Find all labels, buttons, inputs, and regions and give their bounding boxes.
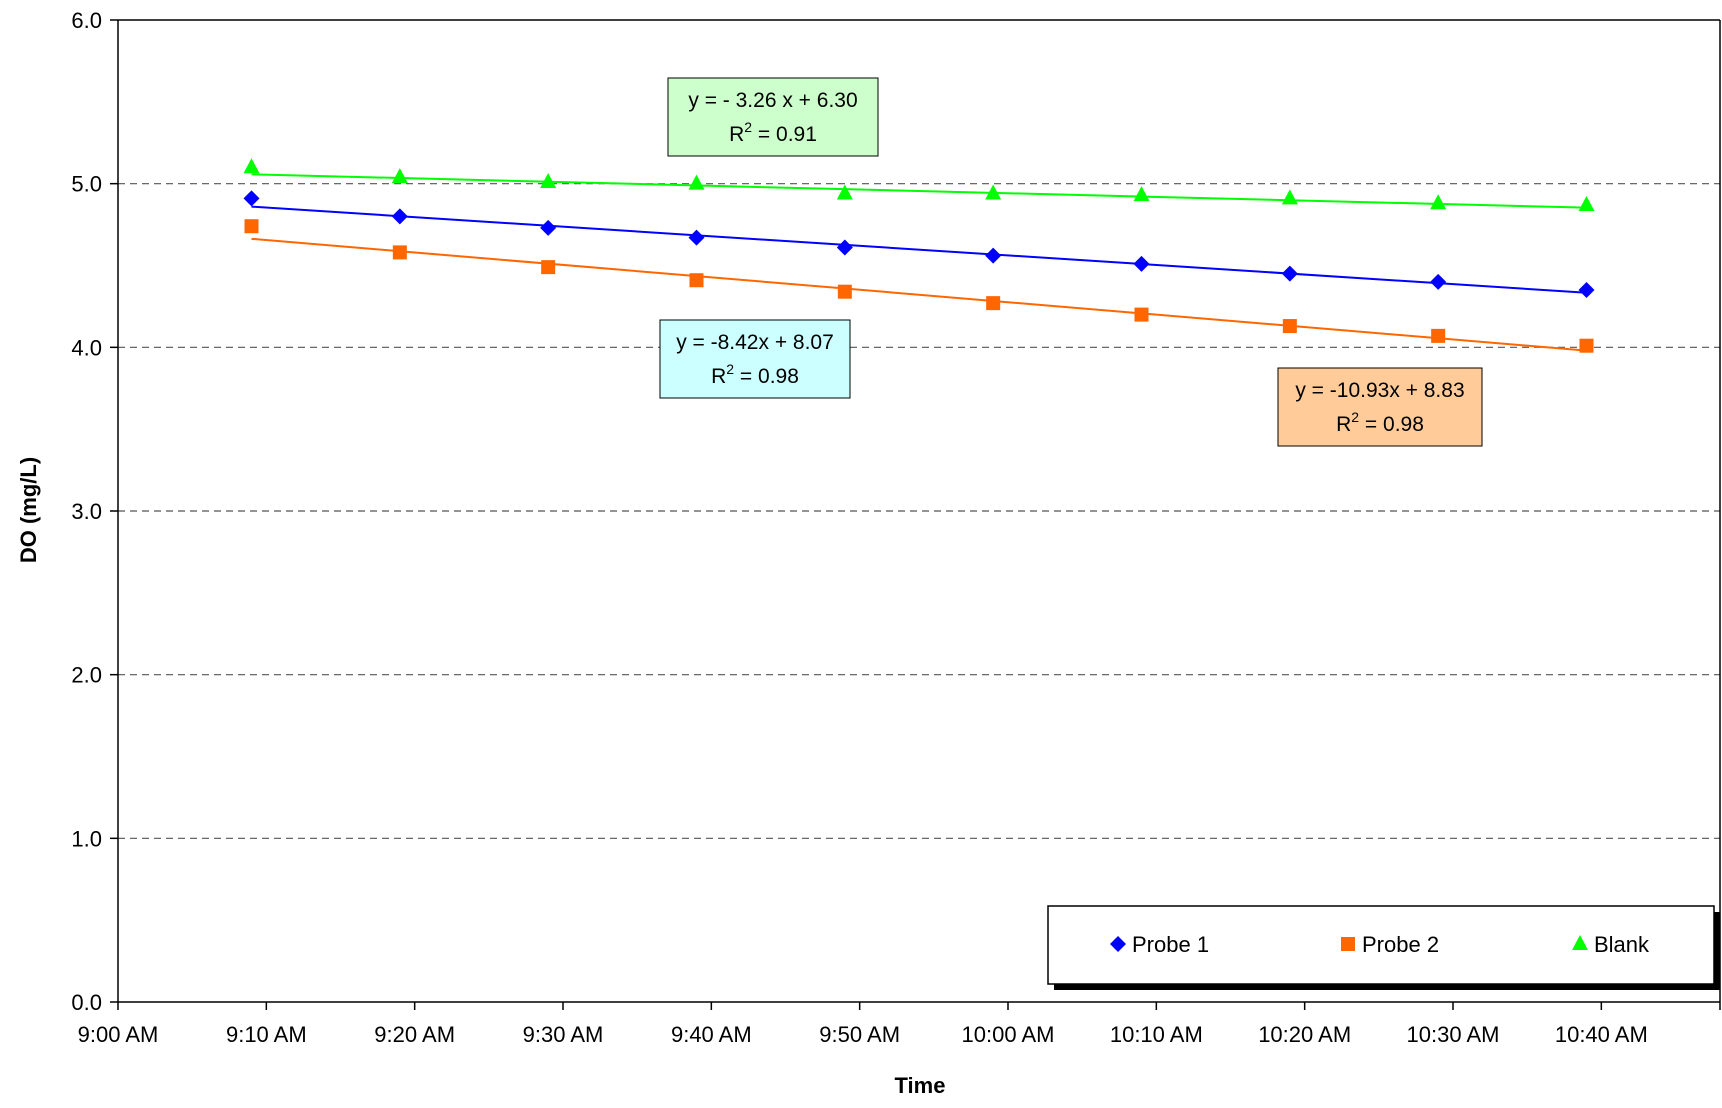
y-tick-label: 5.0 [71,172,102,197]
data-point [1578,195,1595,211]
equation-box-bg [1277,367,1483,447]
legend-marker [1110,936,1126,952]
equation-box-blank: y = - 3.26 x + 6.30 R2 = 0.91 [667,77,879,157]
data-point [985,247,1002,264]
x-tick-label: 9:30 AM [523,1022,604,1047]
y-tick-label: 3.0 [71,499,102,524]
trendline-blank [251,173,1587,209]
data-point [689,273,704,288]
x-tick-label: 10:40 AM [1555,1022,1648,1047]
x-tick-label: 9:40 AM [671,1022,752,1047]
data-point [1578,282,1595,299]
data-point [1430,273,1447,290]
data-point [688,229,705,246]
trendline-equation: y = -8.42x + 8.07 [676,331,834,354]
r2-superscript: 2 [726,361,734,377]
equation-box-probe-1: y = -8.42x + 8.07 R2 = 0.98 [659,319,851,399]
x-tick-label: 10:20 AM [1258,1022,1351,1047]
r2-value: = 0.91 [752,123,817,146]
data-markers [243,158,1595,353]
data-point [1281,265,1298,282]
data-point [836,184,853,200]
data-point [1281,189,1298,205]
trendline-equation: y = - 3.26 x + 6.30 [688,89,857,112]
y-ticks: 0.0 1.0 2.0 3.0 4.0 5.0 6.0 [71,8,118,1015]
x-tick-label: 9:50 AM [819,1022,900,1047]
legend-label: Probe 1 [1132,932,1209,957]
trendline-r-squared: R2 = 0.98 [711,361,799,388]
r2-superscript: 2 [744,119,752,135]
legend-item-probe-1: Probe 1 [1110,932,1209,957]
x-tick-label: 10:30 AM [1407,1022,1500,1047]
data-point [1282,319,1297,334]
y-tick-label: 6.0 [71,8,102,33]
x-ticks: 9:00 AM 9:10 AM 9:20 AM 9:30 AM 9:40 AM 9:50 … [78,1002,1721,1047]
r2-symbol: R [1336,413,1351,436]
trendlines [251,173,1587,352]
legend-marker [1341,937,1355,951]
equation-box-bg [667,77,879,157]
data-point [243,158,260,174]
x-tick-label: 9:00 AM [78,1022,159,1047]
data-point [392,245,407,260]
r2-value: = 0.98 [1359,413,1424,436]
data-point [837,284,852,299]
data-point [1133,255,1150,272]
data-point [1430,194,1447,210]
data-point [540,219,557,236]
trendline-equation: y = -10.93x + 8.83 [1295,379,1464,402]
legend-label: Blank [1594,932,1650,957]
data-point [688,174,705,190]
x-tick-label: 10:10 AM [1110,1022,1203,1047]
equation-box-bg [659,319,851,399]
legend-box [1047,905,1715,985]
data-point [243,190,260,207]
legend: Probe 1 Probe 2 Blank [1047,905,1720,990]
r2-symbol: R [729,123,744,146]
r2-symbol: R [711,365,726,388]
data-point [1431,328,1446,343]
x-axis-title: Time [895,1073,946,1098]
x-tick-label: 9:10 AM [226,1022,307,1047]
y-axis-title: DO (mg/L) [16,457,41,563]
trendline-r-squared: R2 = 0.91 [729,119,817,146]
y-tick-label: 2.0 [71,663,102,688]
r2-superscript: 2 [1351,409,1359,425]
data-point [1134,307,1149,322]
x-tick-label: 9:20 AM [374,1022,455,1047]
data-point [540,173,557,189]
data-point [244,219,259,234]
legend-label: Probe 2 [1362,932,1439,957]
legend-marker [1572,935,1588,950]
gridlines [118,183,1720,839]
data-point [986,296,1001,311]
y-tick-label: 4.0 [71,335,102,360]
x-tick-label: 10:00 AM [962,1022,1055,1047]
data-point [1133,186,1150,202]
data-point [1579,338,1594,353]
trendline-r-squared: R2 = 0.98 [1336,409,1424,436]
trendline-probe-1 [251,205,1587,294]
legend-item-probe-2: Probe 2 [1341,932,1439,957]
y-tick-label: 0.0 [71,990,102,1015]
legend-item-blank: Blank [1572,932,1650,957]
trendline-probe-2 [251,237,1587,352]
equation-box-probe-2: y = -10.93x + 8.83 R2 = 0.98 [1277,367,1483,447]
data-point [836,239,853,256]
y-tick-label: 1.0 [71,826,102,851]
data-point [391,168,408,184]
r2-value: = 0.98 [734,365,799,388]
data-point [391,208,408,225]
data-point [985,184,1002,200]
data-point [541,260,556,275]
